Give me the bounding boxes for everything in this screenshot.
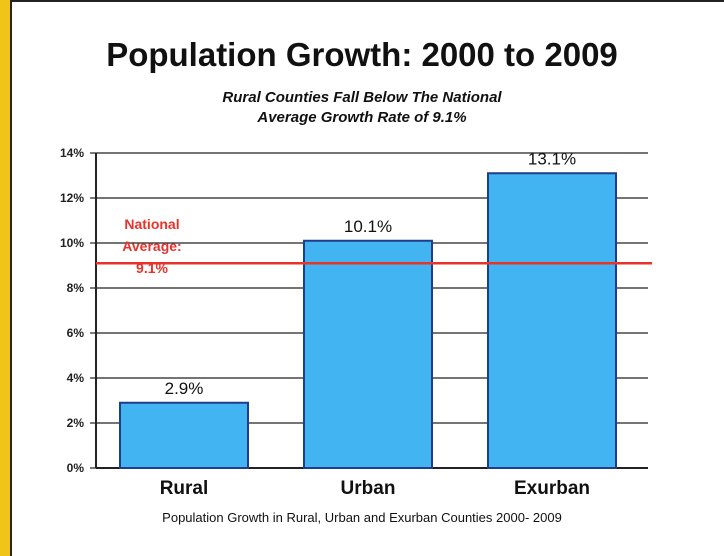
subtitle-line-2: Average Growth Rate of 9.1%	[257, 109, 467, 126]
bar-urban	[303, 239, 433, 469]
data-label-rural: 2.9%	[165, 379, 204, 398]
chart-caption: Population Growth in Rural, Urban and Ex…	[162, 510, 562, 525]
category-label-urban: Urban	[341, 478, 396, 499]
y-tick-label: 2%	[67, 416, 85, 430]
data-label-urban: 10.1%	[344, 217, 392, 236]
bar-rural	[119, 401, 249, 469]
bar-exurban	[487, 172, 617, 469]
national-average-label: 9.1%	[136, 260, 168, 276]
y-tick-label: 6%	[67, 326, 85, 340]
national-average-label: National	[124, 216, 179, 232]
chart-subtitle: Rural Counties Fall Below The National A…	[0, 88, 724, 128]
data-label-exurban: 13.1%	[528, 149, 576, 168]
y-tick-label: 12%	[60, 191, 84, 205]
y-tick-label: 14%	[60, 146, 84, 160]
category-label-exurban: Exurban	[514, 478, 590, 499]
y-tick-label: 10%	[60, 236, 84, 250]
national-average-label: Average:	[122, 238, 181, 254]
chart-title: Population Growth: 2000 to 2009	[106, 36, 618, 73]
y-tick-label: 0%	[67, 461, 85, 475]
category-label-rural: Rural	[160, 478, 209, 499]
y-tick-label: 4%	[67, 371, 85, 385]
y-tick-label: 8%	[67, 281, 85, 295]
subtitle-line-1: Rural Counties Fall Below The National	[222, 89, 502, 106]
